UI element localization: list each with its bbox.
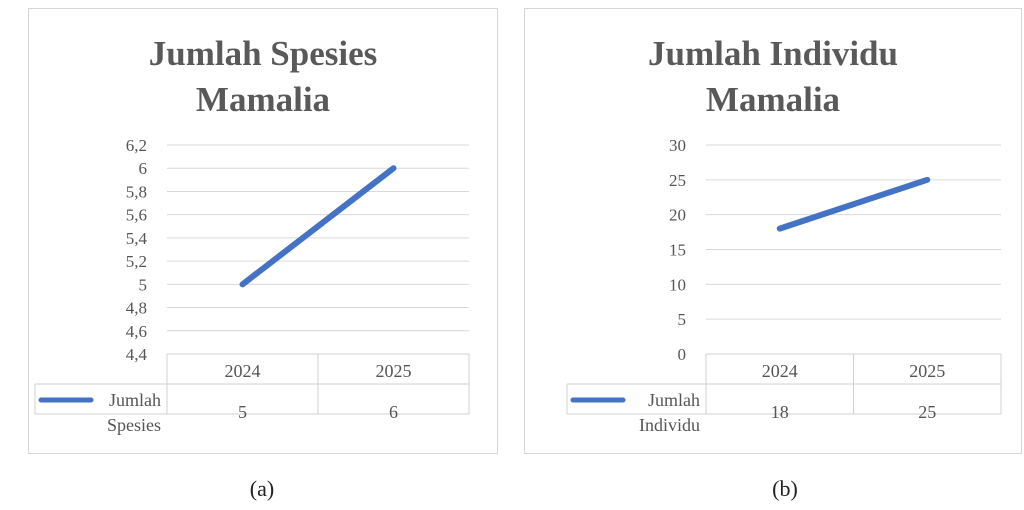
y-tick-label: 5,6 [126,206,147,225]
chart-title-line-2: Mamalia [705,80,841,119]
x-category-label: 2024 [225,361,261,381]
chart-title-line-2: Mamalia [195,80,331,119]
series-line [776,176,931,232]
chart-title-individuals: Jumlah Individu Mamalia [525,31,1021,123]
y-tick-label: 15 [669,241,686,260]
y-tick-label: 25 [669,171,686,190]
chart-title-line-1: Jumlah Individu [648,34,898,73]
chart-title-line-1: Jumlah Spesies [148,34,378,73]
data-table-value: 25 [918,402,936,422]
y-tick-label: 10 [669,275,686,294]
y-tick-label: 4,6 [126,322,147,341]
data-table-value: 5 [238,402,247,422]
y-tick-label: 20 [669,206,686,225]
y-tick-label: 5 [678,310,687,329]
legend-label-line: Jumlah [109,390,161,410]
x-category-label: 2024 [762,361,798,381]
y-tick-label: 30 [669,136,686,155]
y-tick-label: 5,2 [126,252,147,271]
chart-title-species: Jumlah Spesies Mamalia [29,31,497,123]
y-tick-label: 5 [139,275,148,294]
data-table-value: 6 [389,402,398,422]
caption-a: (a) [249,476,275,501]
x-category-label: 2025 [909,361,945,381]
y-tick-label: 6,2 [126,136,147,155]
line-chart-species: 6,2 6 5,8 5,6 5,4 5,2 5 4,8 4,6 4,4 2024 5 2025 6 Juml… [34,136,470,435]
y-tick-label: 4,8 [126,299,147,318]
series-line [239,165,397,288]
y-tick-label: 5,4 [126,229,148,248]
chart-panel-individuals: Jumlah Individu Mamalia 30 25 20 15 10 5 0 2024… [524,8,1022,454]
chart-panel-species: Jumlah Spesies Mamalia 6,2 6 5,8 5,6 5,4 5,2 5… [28,8,498,454]
y-tick-label: 0 [678,345,687,364]
legend-label-line: Jumlah [648,390,700,410]
y-tick-label: 5,8 [126,182,147,201]
legend-label-line: Individu [639,415,700,435]
data-table-value: 18 [771,402,789,422]
legend-label-line: Spesies [107,415,161,435]
y-tick-label: 6 [139,159,148,178]
x-category-label: 2025 [376,361,412,381]
caption-b: (b) [772,476,798,501]
y-tick-label: 4,4 [126,345,148,364]
line-chart-individuals: 30 25 20 15 10 5 0 2024 18 2025 25 Jumlah Individu [566,136,1002,435]
